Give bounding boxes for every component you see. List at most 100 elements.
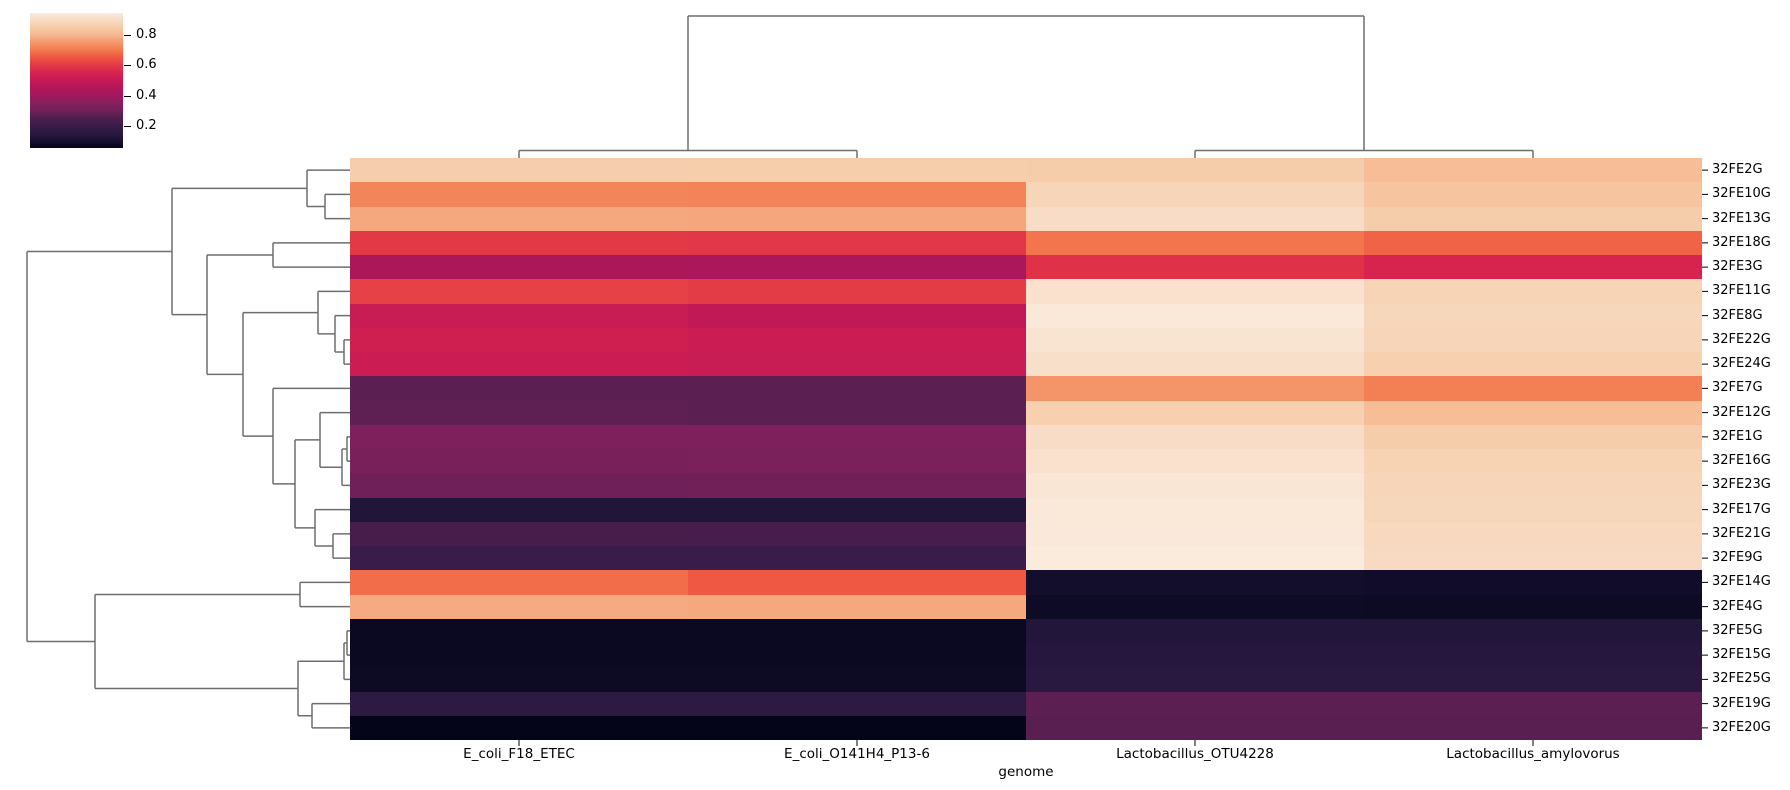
heatmap-cell (1026, 497, 1364, 522)
col-label: E_coli_F18_ETEC (463, 746, 575, 762)
heatmap (350, 158, 1702, 740)
heatmap-cell (1364, 158, 1702, 183)
col-dendrogram (518, 15, 1534, 158)
heatmap-cell (1364, 255, 1702, 280)
heatmap-cell (1364, 667, 1702, 692)
heatmap-cell (1026, 424, 1364, 449)
row-label: 32FE23G (1712, 477, 1771, 493)
heatmap-cell (1364, 570, 1702, 595)
heatmap-cell (688, 327, 1026, 352)
heatmap-cell (350, 303, 688, 328)
colorbar-tick (124, 126, 131, 127)
colorbar-tick (124, 34, 131, 36)
heatmap-cell (350, 376, 688, 401)
row-label: 32FE19G (1712, 695, 1771, 711)
heatmap-cell (350, 424, 688, 449)
heatmap-cell (1364, 546, 1702, 571)
heatmap-cell (688, 497, 1026, 522)
row-label: 32FE15G (1712, 647, 1771, 663)
col-label: Lactobacillus_amylovorus (1446, 746, 1620, 762)
heatmap-cell (350, 594, 688, 619)
heatmap-cell (350, 570, 688, 595)
heatmap-cell (688, 691, 1026, 716)
heatmap-cell (1026, 667, 1364, 692)
heatmap-cell (1026, 327, 1364, 352)
heatmap-cell (350, 521, 688, 546)
heatmap-cell (1364, 352, 1702, 377)
heatmap-cell (1026, 473, 1364, 498)
heatmap-cell (350, 715, 688, 740)
row-label: 32FE3G (1712, 259, 1763, 275)
heatmap-cell (1026, 449, 1364, 474)
heatmap-cell (1364, 182, 1702, 207)
heatmap-cell (1026, 715, 1364, 740)
heatmap-cell (688, 570, 1026, 595)
row-label: 32FE11G (1712, 283, 1771, 299)
heatmap-cell (1364, 715, 1702, 740)
heatmap-cell (350, 497, 688, 522)
heatmap-cell (1026, 255, 1364, 280)
heatmap-cell (350, 352, 688, 377)
heatmap-cell (350, 230, 688, 255)
heatmap-cell (350, 327, 688, 352)
heatmap-cell (1026, 279, 1364, 304)
row-label: 32FE21G (1712, 526, 1771, 542)
row-label: 32FE14G (1712, 574, 1771, 590)
heatmap-cell (350, 691, 688, 716)
heatmap-cell (688, 521, 1026, 546)
heatmap-cell (688, 255, 1026, 280)
heatmap-cell (350, 473, 688, 498)
colorbar-gradient (30, 13, 123, 148)
heatmap-cell (1026, 521, 1364, 546)
heatmap-cell (1364, 376, 1702, 401)
heatmap-cell (1364, 473, 1702, 498)
heatmap-cell (1026, 303, 1364, 328)
heatmap-cell (688, 667, 1026, 692)
heatmap-cell (1026, 691, 1364, 716)
heatmap-cell (688, 352, 1026, 377)
heatmap-cell (1026, 400, 1364, 425)
heatmap-cell (1364, 327, 1702, 352)
heatmap-cell (1364, 400, 1702, 425)
heatmap-cell (1026, 643, 1364, 668)
heatmap-cell (1026, 594, 1364, 619)
heatmap-cell (688, 546, 1026, 571)
row-label: 32FE12G (1712, 404, 1771, 420)
heatmap-cell (1026, 570, 1364, 595)
heatmap-cell (350, 643, 688, 668)
heatmap-cell (1026, 376, 1364, 401)
row-label: 32FE18G (1712, 235, 1771, 251)
heatmap-cell (350, 449, 688, 474)
heatmap-cell (688, 424, 1026, 449)
x-axis-title: genome (998, 764, 1054, 780)
heatmap-cell (350, 618, 688, 643)
heatmap-cell (1364, 497, 1702, 522)
heatmap-cell (350, 158, 688, 183)
row-label: 32FE17G (1712, 501, 1771, 517)
heatmap-cell (1364, 618, 1702, 643)
row-label: 32FE2G (1712, 162, 1763, 178)
heatmap-cell (1364, 449, 1702, 474)
heatmap-cell (1364, 643, 1702, 668)
col-label: E_coli_O141H4_P13-6 (784, 746, 930, 762)
heatmap-cell (1364, 424, 1702, 449)
heatmap-cell (1364, 594, 1702, 619)
row-label: 32FE10G (1712, 186, 1771, 202)
row-label: 32FE20G (1712, 720, 1771, 736)
heatmap-cell (1026, 158, 1364, 183)
heatmap-cell (1026, 206, 1364, 231)
heatmap-cell (1364, 521, 1702, 546)
row-label: 32FE24G (1712, 356, 1771, 372)
heatmap-cell (688, 279, 1026, 304)
heatmap-cell (688, 473, 1026, 498)
heatmap-cell (1026, 182, 1364, 207)
heatmap-cell (1026, 546, 1364, 571)
heatmap-cell (688, 230, 1026, 255)
heatmap-cell (688, 206, 1026, 231)
heatmap-cell (350, 400, 688, 425)
heatmap-cell (688, 158, 1026, 183)
heatmap-cell (688, 594, 1026, 619)
heatmap-cell (688, 715, 1026, 740)
heatmap-cell (1026, 618, 1364, 643)
